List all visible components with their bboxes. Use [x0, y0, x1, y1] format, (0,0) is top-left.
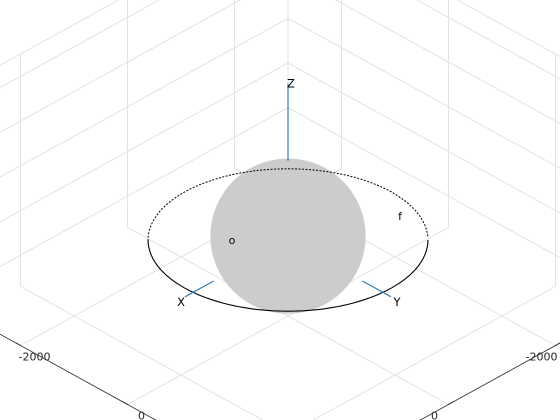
y-tick-label: -2000 — [19, 350, 51, 363]
x-axis-line — [419, 342, 560, 420]
grid-line-wall-y-horizontal — [0, 62, 289, 223]
orbit-front-arc — [147, 239, 429, 312]
grid-pane-border — [456, 0, 560, 58]
grid-line-floor-y — [312, 286, 556, 420]
y-axis-tick — [15, 342, 21, 346]
y-axis-line — [0, 333, 157, 420]
grid-line-floor-y — [127, 227, 449, 405]
grid-line-wall-x-horizontal — [287, 62, 560, 214]
grid-line-wall-y-horizontal — [0, 0, 242, 133]
orbit-start-label: o — [229, 234, 236, 247]
grid-line-wall-x-horizontal — [287, 17, 560, 169]
x-tick-label: 0 — [431, 409, 438, 420]
sphere-layer — [210, 158, 366, 314]
grid-line-wall-y-horizontal — [0, 17, 289, 178]
body-z-label: Z — [287, 77, 295, 91]
grid-line-wall-y-horizontal — [0, 107, 289, 268]
orbit-end-label: f — [398, 210, 403, 223]
grid-line-wall-y-horizontal — [0, 0, 161, 89]
label-layer: of — [229, 210, 403, 247]
x-tick-label: -2000 — [526, 350, 558, 363]
x-axis-tick — [448, 401, 454, 405]
grid-line-wall-x-horizontal — [334, 0, 560, 125]
body-y-label: Y — [392, 295, 401, 309]
body-frame-front: X Y Z — [177, 77, 401, 309]
grid-line-wall-x-horizontal — [287, 107, 560, 259]
x-axis-tick — [555, 342, 560, 346]
body-x-axis — [184, 280, 214, 298]
lunar-sphere — [210, 158, 366, 314]
grid-line-wall-x-horizontal — [415, 0, 560, 80]
body-x-label: X — [177, 295, 185, 309]
grid-pane-border — [0, 0, 120, 66]
y-tick-label: 0 — [138, 409, 145, 420]
y-axis-tick — [122, 401, 128, 405]
body-y-axis — [362, 280, 392, 298]
orbit-layer — [147, 168, 429, 312]
